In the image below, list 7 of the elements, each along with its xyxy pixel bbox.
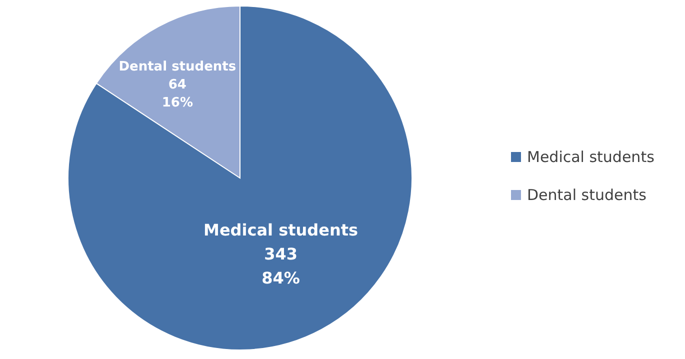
data-label: 64 16% — [162, 78, 193, 111]
slice-label: Dental students — [118, 60, 236, 75]
pie-slice — [68, 6, 412, 350]
legend-label: Dental students — [527, 186, 647, 204]
slice-label: Medical students — [204, 220, 358, 240]
legend-label: Medical students — [527, 148, 655, 166]
data-label: 343 84% — [262, 244, 300, 288]
